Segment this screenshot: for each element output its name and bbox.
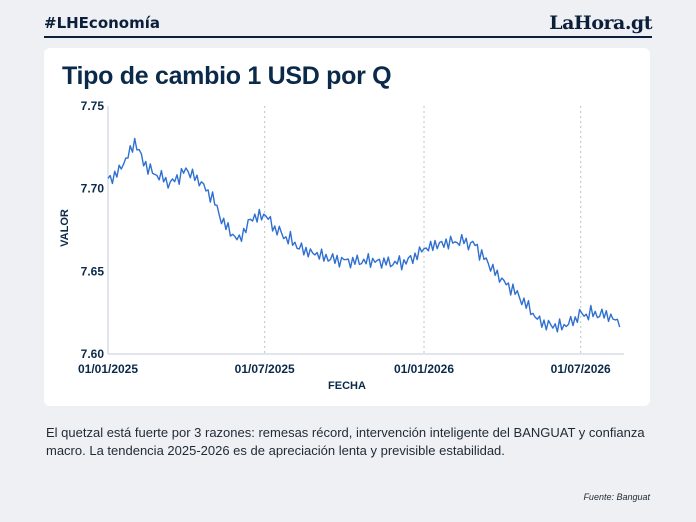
x-tick-label: 01/01/2025: [78, 362, 138, 376]
source-note: Fuente: Banguat: [583, 492, 650, 502]
chart-card: [44, 48, 650, 406]
x-tick-labels: 01/01/2025 01/07/2025 01/01/2026 01/07/2026: [78, 362, 611, 376]
y-tick-label: 7.70: [81, 182, 105, 196]
y-tick-label: 7.75: [81, 99, 105, 113]
y-axis-title: VALOR: [59, 209, 71, 247]
y-tick-labels: 7.60 7.65 7.70 7.75: [81, 99, 105, 361]
x-axis-title: FECHA: [328, 380, 366, 392]
hashtag: #LHEconomía: [44, 14, 161, 32]
chart-title: Tipo de cambio 1 USD por Q: [62, 62, 392, 90]
caption-text: El quetzal está fuerte por 3 razones: re…: [46, 425, 645, 458]
x-tick-label: 01/07/2026: [551, 362, 611, 376]
x-tick-label: 01/07/2025: [235, 362, 295, 376]
x-tick-label: 01/01/2026: [394, 362, 454, 376]
header-divider: [44, 36, 652, 38]
grid-lines: [264, 106, 582, 354]
axes: [107, 106, 624, 355]
top-bar: #LHEconomía LaHora.gt: [44, 12, 652, 38]
y-tick-label: 7.60: [81, 347, 105, 361]
brand-logo: LaHora.gt: [549, 12, 652, 34]
y-tick-label: 7.65: [81, 264, 105, 278]
series-line: [107, 137, 621, 333]
